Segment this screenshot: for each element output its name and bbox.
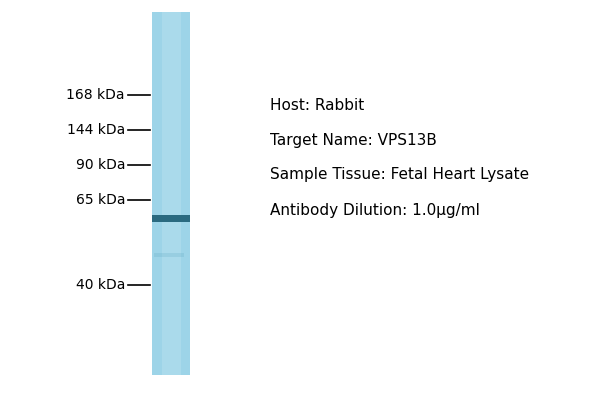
Bar bbox=[152, 12, 190, 375]
Text: Antibody Dilution: 1.0µg/ml: Antibody Dilution: 1.0µg/ml bbox=[270, 202, 480, 218]
Bar bbox=[154, 253, 184, 257]
Text: 90 kDa: 90 kDa bbox=[76, 158, 125, 172]
Text: 168 kDa: 168 kDa bbox=[67, 88, 125, 102]
Text: Sample Tissue: Fetal Heart Lysate: Sample Tissue: Fetal Heart Lysate bbox=[270, 168, 529, 182]
Text: 40 kDa: 40 kDa bbox=[76, 278, 125, 292]
Text: Target Name: VPS13B: Target Name: VPS13B bbox=[270, 132, 437, 148]
Bar bbox=[161, 12, 181, 375]
Text: 65 kDa: 65 kDa bbox=[76, 193, 125, 207]
Bar bbox=[152, 214, 190, 222]
Text: Host: Rabbit: Host: Rabbit bbox=[270, 98, 364, 112]
Text: 144 kDa: 144 kDa bbox=[67, 123, 125, 137]
